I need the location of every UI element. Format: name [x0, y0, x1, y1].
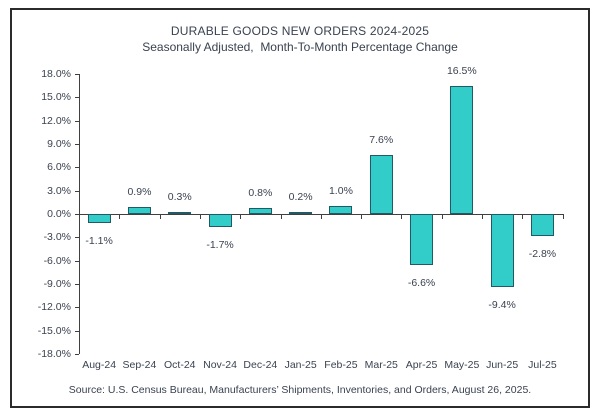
y-axis-label: 12.0% [41, 114, 71, 127]
bar [490, 214, 514, 288]
bar [289, 212, 313, 215]
x-axis-tick [522, 214, 524, 219]
y-axis-tick [75, 144, 79, 145]
bar-data-label: -6.6% [407, 277, 436, 290]
bar [410, 214, 434, 266]
y-axis-tick [75, 74, 79, 75]
x-axis-label: Sep-24 [122, 359, 157, 371]
x-axis-tick [280, 214, 282, 219]
x-axis-label: Oct-24 [163, 359, 196, 371]
x-axis-label: Jan-25 [284, 359, 317, 371]
bar-data-label: -9.4% [488, 299, 516, 312]
y-axis-tick [75, 307, 79, 309]
y-axis-label: 9.0% [47, 138, 71, 150]
bar-data-label: -2.8% [528, 247, 557, 260]
y-axis-tick [75, 190, 79, 192]
y-axis-label: 0.0% [47, 208, 71, 220]
x-axis-tick [441, 214, 443, 219]
x-axis-tick [79, 214, 80, 219]
x-axis-tick [562, 214, 564, 219]
y-axis-label: -18.0% [37, 348, 71, 360]
bar [450, 85, 474, 214]
chart-subtitle: Seasonally Adjusted, Month-To-Month Perc… [142, 40, 458, 54]
y-axis-label: -3.0% [43, 231, 71, 244]
bar-data-label: 0.2% [288, 191, 313, 204]
y-axis-label: -6.0% [43, 254, 71, 267]
y-axis-tick [75, 120, 79, 122]
x-axis-label: Nov-24 [203, 359, 237, 371]
y-axis-label: 6.0% [47, 161, 71, 174]
x-axis-label: Apr-25 [405, 359, 438, 371]
x-axis-tick [240, 214, 242, 219]
x-axis-tick [159, 214, 161, 219]
x-axis-tick [401, 214, 403, 219]
y-axis-label: 15.0% [41, 91, 71, 104]
y-axis-tick [75, 284, 79, 285]
bar [369, 154, 393, 214]
bar-data-label: -1.7% [206, 239, 234, 252]
x-axis-tick [482, 214, 483, 219]
source-note: Source: U.S. Census Bureau, Manufacturer… [68, 384, 532, 396]
bar-data-label: 0.8% [248, 186, 273, 199]
bar [87, 214, 111, 223]
y-axis-tick [75, 237, 79, 239]
y-axis-tick [75, 214, 79, 215]
x-axis-label: May-25 [444, 359, 480, 371]
y-axis-tick [75, 330, 79, 332]
bar-data-label: -1.1% [85, 234, 113, 247]
y-axis-tick [75, 167, 79, 169]
y-axis-label: -9.0% [43, 278, 71, 290]
x-axis-label: Mar-25 [364, 359, 398, 371]
chart-title: DURABLE GOODS NEW ORDERS 2024-2025 [170, 24, 430, 38]
x-axis-tick [320, 214, 322, 219]
bar [168, 211, 192, 214]
y-axis-label: -15.0% [37, 324, 71, 337]
x-axis-label: Jun-25 [486, 359, 519, 371]
y-axis-tick [75, 354, 79, 355]
bar [530, 214, 554, 236]
x-axis-tick [119, 214, 121, 219]
bar [248, 207, 272, 214]
bar [208, 214, 232, 228]
y-axis-label: 3.0% [47, 184, 71, 197]
x-axis-label: Jul-25 [528, 359, 557, 371]
bar-data-label: 7.6% [369, 133, 394, 146]
x-axis-label: Feb-25 [324, 359, 358, 371]
bar [329, 206, 353, 214]
x-axis-label: Dec-24 [243, 359, 278, 371]
x-axis-tick [199, 214, 201, 219]
x-axis-label: Aug-24 [82, 359, 117, 371]
y-axis-tick [75, 260, 79, 262]
bar-data-label: 16.5% [446, 64, 477, 77]
bar [127, 207, 151, 214]
y-axis-label: 18.0% [41, 68, 71, 80]
y-axis-label: -12.0% [37, 301, 71, 314]
bar-data-label: 1.0% [328, 185, 353, 198]
bar-data-label: 0.9% [127, 186, 152, 198]
x-axis-tick [361, 214, 363, 219]
chart-border-frame [10, 8, 590, 408]
bar-data-label: 0.3% [167, 190, 192, 203]
y-axis-tick [75, 97, 79, 99]
